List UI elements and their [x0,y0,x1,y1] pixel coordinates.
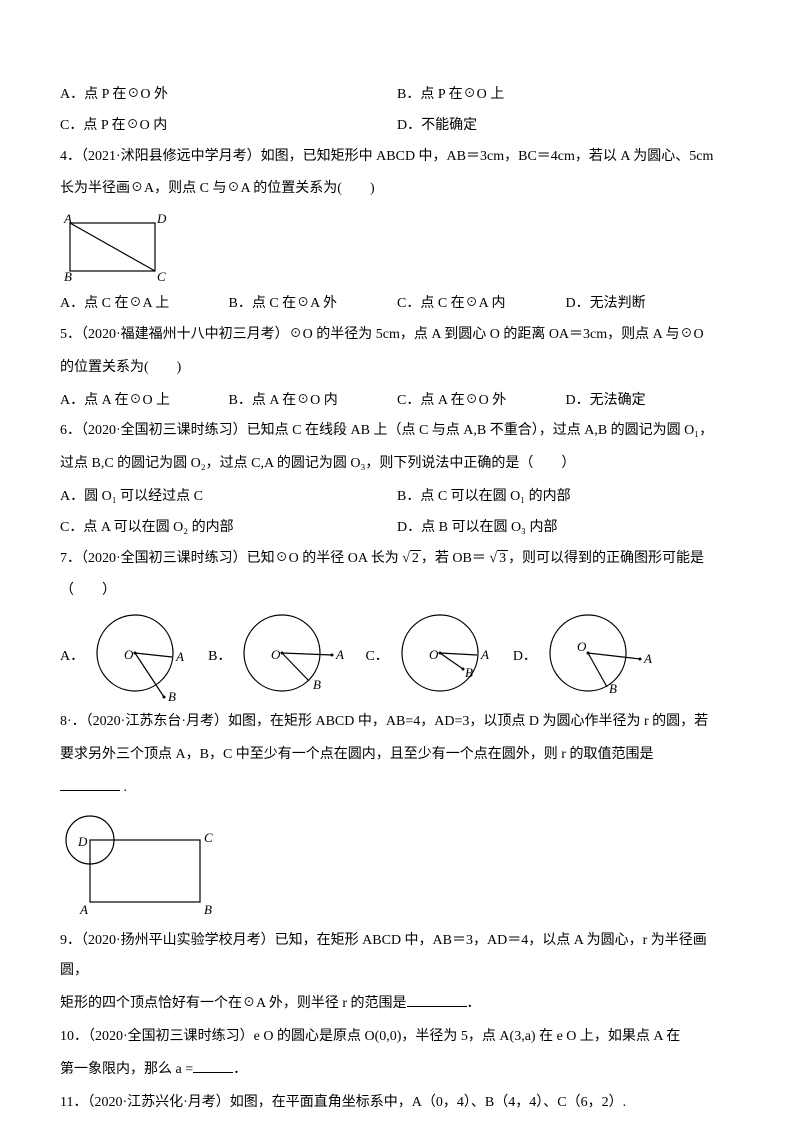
q3-opt-c: C．点 P 在☉O 内 [60,111,397,142]
q4-opt-c: C．点 C 在☉A 内 [397,289,566,320]
q7-stem-1b: ，若 OB＝ [421,551,489,566]
svg-text:A: A [79,902,88,917]
q8-blank [60,777,120,791]
q6-stem-line2: 过点 B,C 的圆记为圆 O₂，过点 C,A 的圆记为圆 O₃，则下列说法中正确… [60,449,734,480]
q9-blank [407,993,467,1007]
q7-opt-b-label: B． [208,642,231,673]
q7-fig-d: O A B [543,611,653,703]
svg-text:D: D [77,834,88,849]
q8-rect-svg: D C A B [60,810,220,920]
q5-stem-line1: 5．（2020·福建福州十八中初三月考）☉O 的半径为 5cm，点 A 到圆心 … [60,320,734,351]
q9-stem-2a: 矩形的四个顶点恰好有一个在☉A 外，则半径 r 的范围是 [60,996,407,1011]
svg-text:C: C [204,830,213,845]
svg-text:B: B [313,677,321,692]
svg-text:O: O [124,647,134,662]
svg-text:D: D [156,211,167,226]
q11-stem: 11．（2020·江苏兴化·月考）如图，在平面直角坐标系中，A（0，4）、B（4… [60,1088,734,1119]
q6-opt-a: A．圆 O₁ 可以经过点 C [60,482,397,513]
q7-stem-1a: 7．（2020·全国初三课时练习）已知☉O 的半径 OA 长为 [60,551,402,566]
q3-options-row1: A．点 P 在☉O 外 B．点 P 在☉O 上 [60,80,734,111]
svg-text:B: B [465,665,473,680]
svg-text:O: O [429,647,439,662]
q6-options-row1: A．圆 O₁ 可以经过点 C B．点 C 可以在圆 O₁ 的内部 [60,482,734,513]
q9-blank-after: ． [467,996,481,1011]
q5-opt-c: C．点 A 在☉O 外 [397,386,566,417]
svg-text:B: B [609,681,617,696]
q7-opt-d: D． O A B [513,611,653,703]
q10-stem-line2: 第一象限内，那么 a = ． [60,1055,734,1086]
q8-stem-line2: 要求另外三个顶点 A，B，C 中至少有一个点在圆内，且至少有一个点在圆外，则 r… [60,740,734,771]
q7-opt-a: A． O A B [60,611,190,703]
q8-blank-after: . [120,780,127,795]
q5-opt-b: B．点 A 在☉O 内 [229,386,398,417]
q5-stem-line2: 的位置关系为( ) [60,353,734,384]
q7-opt-b: B． O A B [208,611,347,703]
q4-rect-svg: A D B C [60,211,170,283]
q9-stem-line1: 9．（2020·扬州平山实验学校月考）已知，在矩形 ABCD 中，AB＝3，AD… [60,926,734,988]
svg-text:C: C [157,269,166,283]
q3-options-row2: C．点 P 在☉O 内 D．不能确定 [60,111,734,142]
svg-text:B: B [168,689,176,703]
q7-fig-c: O A B [395,611,495,703]
q7-fig-a: O A B [90,611,190,703]
q3-opt-b: B．点 P 在☉O 上 [397,80,734,111]
q8-stem-line1: 8·．（2020·江苏东台·月考）如图，在矩形 ABCD 中，AB=4，AD=3… [60,707,734,738]
svg-text:A: A [643,651,652,666]
svg-text:A: A [63,211,72,226]
q7-opt-a-label: A． [60,642,84,673]
svg-text:B: B [64,269,72,283]
q8-blank-line: . [60,773,734,804]
q4-stem-line1: 4．（2021·沭阳县修远中学月考）如图，已知矩形中 ABCD 中，AB＝3cm… [60,142,734,173]
sqrt3-icon: 3 [489,544,508,575]
q4-stem-line2: 长为半径画☉A，则点 C 与☉A 的位置关系为( ) [60,174,734,205]
q7-opt-c: C． O A B [365,611,494,703]
q4-options: A．点 C 在☉A 上 B．点 C 在☉A 外 C．点 C 在☉A 内 D．无法… [60,289,734,320]
svg-text:O: O [271,647,281,662]
q3-opt-d: D．不能确定 [397,111,734,142]
q4-figure: A D B C [60,211,734,283]
q7-opt-d-label: D． [513,642,537,673]
svg-text:A: A [335,647,344,662]
q7-fig-b: O A B [237,611,347,703]
q4-opt-d: D．无法判断 [566,289,735,320]
q5-opt-d: D．无法确定 [566,386,735,417]
q4-opt-b: B．点 C 在☉A 外 [229,289,398,320]
q3-opt-a: A．点 P 在☉O 外 [60,80,397,111]
q7-opt-c-label: C． [365,642,388,673]
q4-opt-a: A．点 C 在☉A 上 [60,289,229,320]
q10-blank-after: ． [233,1062,247,1077]
q10-stem-2a: 第一象限内，那么 a = [60,1062,193,1077]
q7-options: A． O A B B． O A B C． [60,611,734,703]
q5-options: A．点 A 在☉O 上 B．点 A 在☉O 内 C．点 A 在☉O 外 D．无法… [60,386,734,417]
q7-stem-line2: （ ） [60,576,734,607]
q9-stem-line2: 矩形的四个顶点恰好有一个在☉A 外，则半径 r 的范围是 ． [60,989,734,1020]
q7-stem-line1: 7．（2020·全国初三课时练习）已知☉O 的半径 OA 长为 2，若 OB＝ … [60,544,734,575]
sqrt2-icon: 2 [402,544,421,575]
svg-text:B: B [204,902,212,917]
q6-opt-c: C．点 A 可以在圆 O₂ 的内部 [60,513,397,544]
q6-stem-line1: 6．（2020·全国初三课时练习）已知点 C 在线段 AB 上（点 C 与点 A… [60,416,734,447]
q7-stem-1c: ，则可以得到的正确图形可能是 [508,551,704,566]
q6-opt-b: B．点 C 可以在圆 O₁ 的内部 [397,482,734,513]
q5-opt-a: A．点 A 在☉O 上 [60,386,229,417]
q10-blank [193,1059,233,1073]
svg-text:O: O [577,639,587,654]
svg-text:A: A [175,649,184,664]
q6-options-row2: C．点 A 可以在圆 O₂ 的内部 D．点 B 可以在圆 O₃ 内部 [60,513,734,544]
q8-figure: D C A B [60,810,734,920]
svg-text:A: A [480,647,489,662]
q10-stem-line1: 10．（2020·全国初三课时练习）e O 的圆心是原点 O(0,0)，半径为 … [60,1022,734,1053]
q6-opt-d: D．点 B 可以在圆 O₃ 内部 [397,513,734,544]
